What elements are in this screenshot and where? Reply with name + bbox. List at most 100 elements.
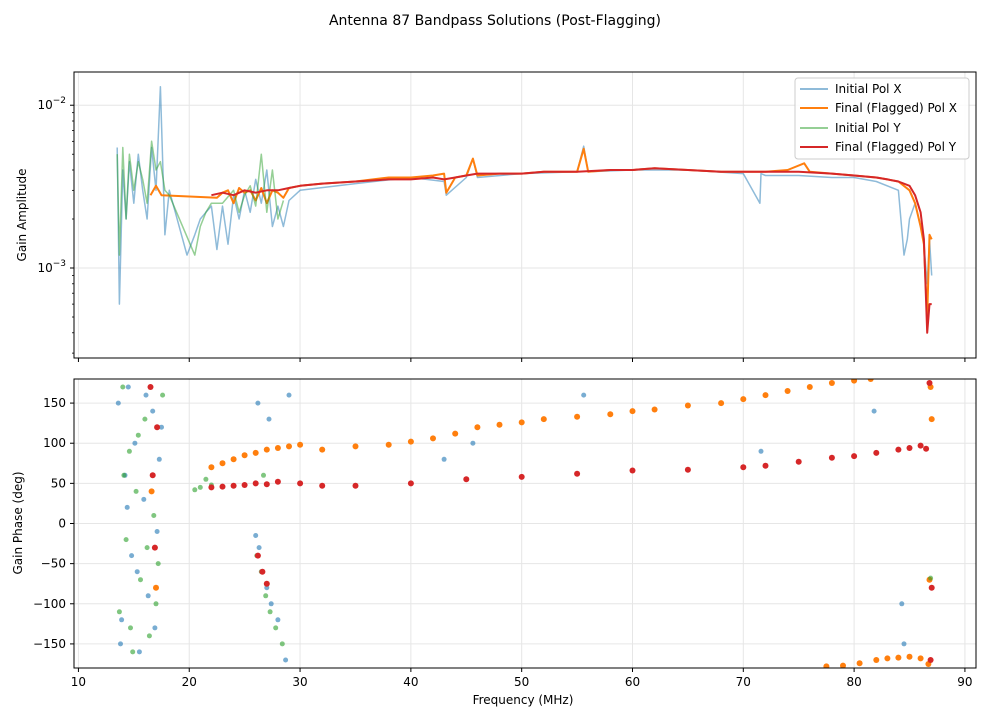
amplitude-ylabel: Gain Amplitude — [15, 169, 29, 262]
phase-point-initial-pol-x — [159, 424, 164, 430]
phase-point-initial-pol-y — [160, 392, 166, 398]
phase-point-initial-pol-y — [267, 609, 273, 615]
phase-series-final-flagged-pol-x — [148, 379, 935, 668]
phase-point-final-flagged-pol-x — [219, 460, 226, 467]
phase-point-initial-pol-y — [142, 416, 148, 422]
phase-point-initial-pol-x — [901, 641, 907, 647]
phase-point-initial-pol-y — [126, 448, 132, 454]
phase-xtick-label-60: 60 — [625, 675, 640, 689]
phase-point-final-flagged-pol-x — [540, 416, 547, 423]
phase-point-final-flagged-pol-y — [518, 473, 525, 480]
legend-label-initial-pol-x: Initial Pol X — [835, 82, 902, 96]
phase-point-final-flagged-pol-x — [496, 421, 503, 428]
phase-point-initial-pol-x — [441, 456, 447, 462]
phase-point-final-flagged-pol-x — [823, 663, 830, 668]
phase-point-initial-pol-x — [156, 456, 162, 462]
phase-point-initial-pol-y — [130, 649, 136, 655]
phase-point-final-flagged-pol-x — [867, 379, 874, 382]
phase-point-initial-pol-y — [273, 625, 279, 631]
legend-label-final-pol-y: Final (Flagged) Pol Y — [835, 140, 957, 154]
phase-point-final-flagged-pol-y — [629, 467, 636, 474]
phase-point-final-flagged-pol-x — [651, 406, 658, 413]
phase-point-initial-pol-x — [264, 585, 270, 591]
phase-point-final-flagged-pol-y — [463, 476, 470, 483]
legend: Initial Pol X Final (Flagged) Pol X Init… — [794, 77, 970, 160]
phase-ytick-label-150: 150 — [43, 396, 66, 410]
phase-point-initial-pol-x — [119, 617, 125, 623]
phase-point-initial-pol-y — [151, 513, 157, 518]
phase-point-final-flagged-pol-x — [407, 438, 414, 445]
phase-point-initial-pol-x — [115, 400, 121, 406]
phase-point-final-flagged-pol-x — [928, 416, 935, 423]
phase-point-final-flagged-pol-x — [806, 384, 813, 390]
phase-point-final-flagged-pol-y — [297, 480, 304, 487]
phase-point-final-flagged-pol-x — [828, 380, 835, 386]
phase-point-final-flagged-pol-x — [856, 660, 863, 667]
phase-point-final-flagged-pol-y — [252, 480, 259, 487]
phase-point-initial-pol-y — [203, 476, 209, 482]
phase-point-final-flagged-pol-x — [840, 662, 846, 668]
phase-point-final-flagged-pol-y — [263, 481, 270, 488]
phase-point-initial-pol-x — [758, 448, 764, 454]
phase-point-initial-pol-x — [275, 617, 281, 623]
phase-point-initial-pol-x — [253, 533, 259, 538]
phase-point-initial-pol-y — [123, 537, 129, 543]
phase-point-initial-pol-y — [928, 575, 934, 581]
phase-point-final-flagged-pol-y — [762, 462, 769, 469]
amplitude-ytick-label-0p01: 10−2 — [37, 96, 66, 112]
phase-point-initial-pol-x — [268, 601, 274, 607]
phase-point-final-flagged-pol-y — [873, 449, 880, 456]
phase-point-initial-pol-y — [155, 561, 161, 567]
phase-point-initial-pol-x — [581, 392, 587, 398]
phase-point-initial-pol-x — [283, 657, 289, 663]
phase-point-final-flagged-pol-x — [873, 657, 880, 663]
phase-ytick-label-100: 100 — [43, 436, 66, 450]
phase-point-final-flagged-pol-x — [241, 452, 248, 459]
phase-point-initial-pol-y — [120, 384, 126, 390]
phase-point-final-flagged-pol-x — [906, 653, 913, 660]
phase-point-final-flagged-pol-y — [895, 446, 902, 453]
phase-point-final-flagged-pol-y — [926, 380, 933, 386]
phase-point-final-flagged-pol-y — [241, 482, 248, 488]
phase-xtick-label-20: 20 — [182, 675, 197, 689]
amplitude-ytick-label-0p001: 10−3 — [37, 259, 66, 275]
phase-point-final-flagged-pol-y — [828, 454, 835, 461]
phase-point-initial-pol-y — [144, 545, 150, 551]
phase-point-initial-pol-x — [143, 392, 149, 398]
phase-point-final-flagged-pol-x — [153, 584, 159, 591]
phase-point-initial-pol-x — [256, 545, 262, 551]
amplitude-series — [116, 85, 933, 334]
legend-label-initial-pol-y: Initial Pol Y — [835, 121, 901, 135]
amplitude-series-initial-pol-y — [116, 140, 285, 256]
phase-point-final-flagged-pol-x — [762, 392, 769, 399]
phase-point-initial-pol-x — [150, 408, 156, 414]
legend-label-final-pol-x: Final (Flagged) Pol X — [835, 101, 957, 115]
phase-point-final-flagged-pol-x — [319, 446, 326, 453]
phase-point-final-flagged-pol-x — [297, 441, 304, 448]
phase-point-final-flagged-pol-x — [684, 402, 691, 409]
phase-point-final-flagged-pol-y — [574, 470, 581, 477]
phase-ylabel: Gain Phase (deg) — [11, 471, 25, 574]
phase-point-final-flagged-pol-y — [795, 458, 802, 465]
amplitude-ticks: 10−2 10−3 — [37, 96, 966, 362]
phase-point-final-flagged-pol-y — [274, 478, 281, 485]
phase-point-initial-pol-y — [116, 609, 122, 615]
phase-point-final-flagged-pol-x — [895, 654, 902, 661]
amplitude-plot-frame — [73, 71, 977, 359]
phase-point-final-flagged-pol-x — [917, 655, 924, 662]
phase-point-final-flagged-pol-y — [230, 482, 237, 489]
phase-series-initial-pol-y — [116, 384, 934, 655]
phase-point-final-flagged-pol-y — [263, 580, 270, 587]
phase-point-initial-pol-x — [154, 529, 160, 534]
phase-point-initial-pol-y — [279, 641, 285, 647]
phase-point-initial-pol-y — [197, 484, 203, 490]
amplitude-series-final-flagged-pol-y — [211, 167, 932, 334]
phase-point-final-flagged-pol-x — [518, 419, 525, 426]
phase-point-final-flagged-pol-y — [147, 384, 154, 390]
phase-point-initial-pol-y — [128, 625, 133, 631]
phase-xtick-label-40: 40 — [403, 675, 418, 689]
phase-point-initial-pol-x — [152, 625, 158, 631]
phase-series — [115, 379, 935, 668]
phase-point-final-flagged-pol-y — [740, 464, 747, 471]
phase-point-final-flagged-pol-x — [784, 388, 791, 394]
